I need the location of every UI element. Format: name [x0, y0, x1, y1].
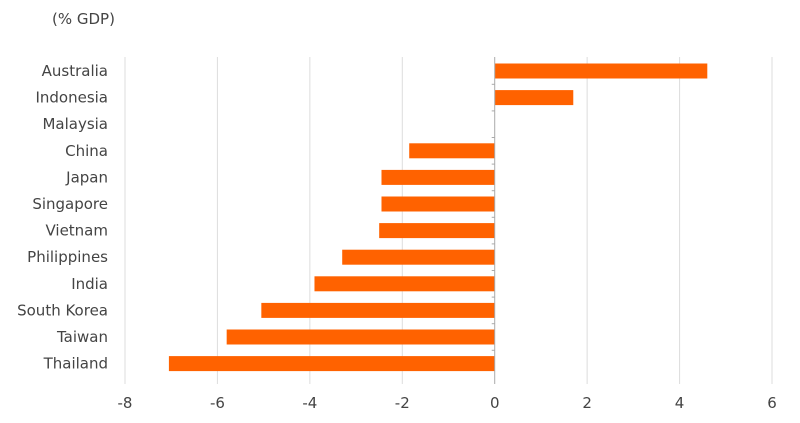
category-label: South Korea [17, 301, 108, 319]
x-tick-label: 4 [675, 394, 685, 412]
x-tick-label: 2 [582, 394, 592, 412]
bar-south-korea [261, 302, 495, 318]
x-tick-label: 6 [767, 394, 777, 412]
bar-singapore [381, 196, 495, 212]
category-label: Taiwan [56, 328, 108, 346]
x-tick-labels: -8 -6 -4 -2 0 2 4 6 [118, 394, 777, 412]
category-label: Singapore [32, 195, 108, 213]
bar-vietnam [379, 223, 495, 239]
x-tick-label: 0 [490, 394, 500, 412]
bar-china [409, 143, 495, 159]
x-tick-label: -4 [302, 394, 317, 412]
category-label: Indonesia [35, 89, 108, 107]
category-label: India [71, 275, 108, 293]
bar-taiwan [226, 329, 495, 345]
bar-thailand [168, 356, 495, 372]
zero-axis [491, 57, 496, 384]
bar-indonesia [494, 90, 574, 106]
category-label: Japan [65, 168, 108, 186]
bar-philippines [342, 249, 495, 265]
bar-japan [381, 169, 495, 185]
bars [168, 63, 708, 372]
bar-india [314, 276, 495, 292]
x-tick-label: -2 [395, 394, 410, 412]
bar-australia [494, 63, 708, 79]
category-label: Philippines [27, 248, 108, 266]
category-label: China [65, 142, 108, 160]
category-label: Malaysia [42, 115, 108, 133]
unit-label: (% GDP) [52, 10, 115, 28]
x-tick-label: -6 [210, 394, 225, 412]
category-label: Australia [42, 62, 108, 80]
category-label: Thailand [43, 355, 108, 373]
x-tick-label: -8 [118, 394, 133, 412]
category-label: Vietnam [45, 222, 108, 240]
category-labels: Australia Indonesia Malaysia China Japan Sing… [17, 62, 108, 373]
